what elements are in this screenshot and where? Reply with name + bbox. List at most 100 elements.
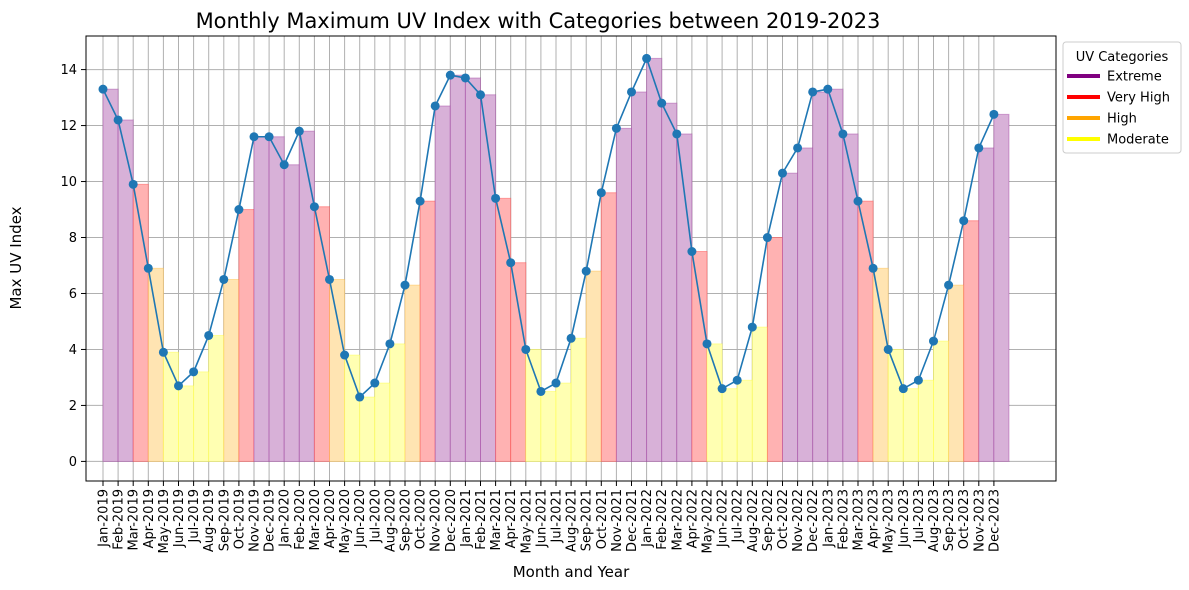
uv-point <box>189 367 199 377</box>
x-tick-label: Nov-2022 <box>791 489 806 552</box>
uv-point <box>717 384 727 394</box>
legend-box <box>1062 41 1182 154</box>
x-tick-label: Apr-2023 <box>867 489 882 548</box>
uv-point <box>642 53 652 63</box>
uv-bar <box>978 147 995 462</box>
x-tick-label: Sep-2020 <box>399 489 414 551</box>
x-axis-label: Month and Year <box>513 563 630 581</box>
uv-bar <box>721 388 738 462</box>
y-axis-ticks: 0 2 4 6 8 10 12 14 <box>60 63 86 470</box>
uv-point <box>702 339 712 349</box>
uv-bar <box>766 237 784 462</box>
uv-bar <box>887 348 904 462</box>
uv-bar <box>434 105 451 462</box>
uv-bar <box>449 74 466 462</box>
uv-point <box>778 168 787 178</box>
uv-point <box>868 263 878 273</box>
uv-point <box>566 333 576 343</box>
uv-bar <box>631 91 648 462</box>
x-tick-label: Dec-2023 <box>987 489 1002 552</box>
uv-point <box>264 132 274 142</box>
uv-bar <box>404 284 421 462</box>
uv-point <box>536 386 546 396</box>
x-tick-label: Oct-2020 <box>414 489 429 549</box>
x-tick-label: Aug-2022 <box>746 489 761 552</box>
x-tick-label: Nov-2023 <box>972 489 987 552</box>
uv-point <box>340 350 350 360</box>
y-tick-label: 4 <box>69 343 77 358</box>
uv-point <box>521 344 531 354</box>
uv-bar <box>344 354 361 462</box>
uv-bar <box>948 284 965 462</box>
x-tick-label: Mar-2019 <box>127 489 142 550</box>
x-tick-label: Nov-2021 <box>610 489 625 552</box>
y-axis-label: Max UV Index <box>7 206 25 309</box>
x-tick-label: Jun-2021 <box>534 489 549 548</box>
uv-bar <box>993 113 1010 462</box>
uv-point <box>476 90 485 100</box>
x-tick-label: Feb-2022 <box>655 489 670 550</box>
uv-bar <box>102 88 119 462</box>
uv-bar <box>495 197 512 462</box>
uv-point <box>460 73 470 83</box>
uv-bar <box>253 136 270 462</box>
uv-bar <box>751 326 768 462</box>
x-tick-label: May-2019 <box>157 489 172 553</box>
x-tick-label: Jun-2022 <box>716 489 731 548</box>
x-tick-label: Dec-2022 <box>806 489 821 552</box>
uv-point <box>762 233 772 243</box>
x-tick-label: Sep-2021 <box>580 489 595 551</box>
data-points <box>98 53 999 402</box>
x-tick-label: Mar-2022 <box>670 489 685 550</box>
uv-bar <box>510 262 527 462</box>
uv-point <box>113 115 123 125</box>
x-tick-label: Jan-2019 <box>97 489 112 548</box>
uv-point <box>929 336 938 346</box>
uv-point <box>898 384 908 394</box>
x-tick-label: Sep-2019 <box>217 489 232 551</box>
y-tick-label: 6 <box>69 287 77 302</box>
uv-point <box>400 280 410 290</box>
uv-bar <box>797 147 814 462</box>
uv-point <box>883 344 893 354</box>
x-tick-label: Feb-2019 <box>112 489 127 550</box>
uv-bar <box>178 385 195 462</box>
uv-point <box>732 375 742 385</box>
uv-bar <box>661 102 678 462</box>
uv-point <box>944 280 954 290</box>
uv-point <box>355 392 365 402</box>
uv-point <box>491 193 501 203</box>
uv-point <box>808 87 818 97</box>
uv-bar <box>223 278 240 462</box>
uv-bar <box>464 77 481 462</box>
x-tick-label: Oct-2023 <box>957 489 972 549</box>
x-tick-label: Nov-2020 <box>429 489 444 552</box>
x-tick-label: Oct-2022 <box>776 489 791 549</box>
uv-point <box>657 98 667 108</box>
x-tick-label: Apr-2021 <box>504 489 519 548</box>
uv-point <box>249 132 259 142</box>
uv-bar <box>736 379 753 462</box>
x-tick-label: Nov-2019 <box>248 489 263 552</box>
x-tick-label: May-2023 <box>882 489 897 553</box>
x-tick-label: Dec-2021 <box>625 489 640 552</box>
uv-point <box>974 143 984 153</box>
x-axis-ticks: Jan-2019 Feb-2019 Mar-2019 Apr-2019 May-2019… <box>97 481 1002 553</box>
uv-bar <box>329 278 346 462</box>
x-tick-label: Aug-2021 <box>565 489 580 552</box>
uv-point <box>747 322 757 332</box>
uv-bar <box>359 396 376 462</box>
uv-bar <box>208 334 225 462</box>
uv-point <box>959 216 969 226</box>
x-tick-label: Jun-2023 <box>897 489 912 548</box>
uv-point <box>672 129 682 139</box>
y-tick-label: 14 <box>60 63 77 78</box>
x-tick-label: Jul-2022 <box>731 489 746 543</box>
uv-point <box>853 196 863 206</box>
uv-bar <box>782 172 799 462</box>
uv-line <box>102 56 995 399</box>
uv-point <box>627 87 636 97</box>
bars <box>102 57 1010 462</box>
uv-point <box>445 70 455 80</box>
uv-point <box>823 84 833 94</box>
